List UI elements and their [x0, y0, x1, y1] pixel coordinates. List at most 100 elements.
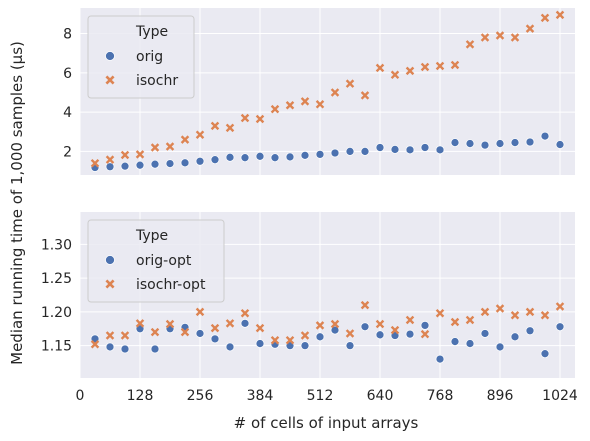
data-point-isochr-opt — [540, 310, 550, 320]
data-point-orig — [300, 151, 310, 160]
legend-box — [87, 15, 195, 99]
data-point-isochr — [135, 150, 145, 159]
data-point-orig-opt — [510, 332, 520, 342]
data-point-isochr — [540, 13, 550, 23]
data-point-orig-opt — [465, 339, 475, 348]
x-tick-label: 512 — [307, 388, 334, 404]
x-tick-label: 384 — [247, 388, 274, 404]
data-point-isochr-opt — [480, 307, 490, 317]
data-point-orig — [150, 159, 160, 169]
y-tick-label: 2 — [63, 144, 72, 160]
data-point-isochr — [420, 62, 430, 72]
data-point-isochr — [405, 66, 415, 76]
data-point-isochr-opt — [105, 331, 115, 340]
data-point-isochr-opt — [525, 307, 535, 317]
data-point-isochr — [525, 24, 535, 33]
data-point-orig — [135, 160, 145, 170]
legend-marker-orig — [105, 51, 115, 61]
data-point-isochr — [150, 143, 160, 152]
legend-box — [87, 219, 225, 303]
data-point-orig-opt — [300, 341, 310, 350]
y-axis-label: Median running time of 1,000 samples (µs… — [8, 41, 26, 365]
data-point-orig — [375, 143, 385, 152]
data-point-orig-opt — [105, 342, 115, 352]
data-point-isochr — [195, 130, 205, 139]
data-point-orig — [330, 148, 340, 158]
data-point-orig — [405, 145, 415, 155]
data-point-orig — [480, 140, 490, 150]
data-point-isochr-opt — [450, 317, 460, 327]
legend-marker-orig-opt — [105, 255, 115, 265]
data-point-isochr-opt — [225, 319, 235, 328]
x-axis-label: # of cells of input arrays — [234, 414, 419, 432]
y-tick-label: 6 — [63, 66, 72, 82]
x-tick-label: 1024 — [542, 388, 578, 404]
legend-label-isochr-opt: isochr-opt — [136, 277, 206, 293]
data-point-orig — [120, 161, 130, 171]
data-point-isochr-opt — [120, 331, 130, 340]
data-point-orig-opt — [450, 337, 460, 346]
data-point-isochr — [120, 150, 130, 160]
data-point-isochr — [330, 88, 340, 97]
data-point-isochr — [180, 135, 190, 144]
data-point-orig — [390, 145, 400, 154]
data-point-isochr-opt — [240, 308, 250, 318]
data-point-orig — [435, 145, 445, 155]
y-tick-label: 1.30 — [41, 237, 72, 253]
data-point-orig — [555, 140, 565, 149]
data-point-orig-opt — [150, 344, 160, 354]
data-point-isochr-opt — [465, 315, 475, 325]
data-point-orig-opt — [240, 318, 250, 328]
data-point-orig — [285, 152, 295, 162]
data-point-isochr-opt — [375, 319, 385, 329]
data-point-isochr-opt — [165, 319, 175, 329]
data-point-isochr-opt — [300, 331, 310, 340]
data-point-isochr — [225, 123, 235, 133]
data-point-orig — [255, 151, 265, 161]
legend-title: Type — [135, 228, 168, 244]
data-point-isochr — [465, 40, 475, 49]
data-point-orig-opt — [435, 354, 445, 364]
data-point-orig — [345, 147, 355, 156]
data-point-orig-opt — [525, 326, 535, 336]
legend-label-orig-opt: orig-opt — [136, 253, 192, 269]
data-point-orig — [270, 153, 280, 163]
data-point-isochr-opt — [270, 335, 280, 345]
y-tick-label: 1.20 — [41, 305, 72, 321]
data-point-isochr-opt — [210, 323, 220, 333]
data-point-orig-opt — [225, 342, 235, 352]
data-point-isochr-opt — [195, 307, 205, 317]
data-point-isochr-opt — [315, 321, 325, 330]
data-point-orig-opt — [210, 334, 220, 344]
data-point-orig-opt — [480, 329, 490, 338]
data-point-isochr — [255, 114, 265, 124]
data-point-isochr — [375, 63, 385, 73]
data-point-isochr — [285, 101, 295, 110]
data-point-orig-opt — [345, 341, 355, 350]
data-point-isochr — [90, 158, 100, 168]
data-point-orig-opt — [120, 344, 130, 354]
x-tick-label: 896 — [487, 388, 514, 404]
data-point-orig — [495, 139, 505, 148]
data-point-isochr — [435, 61, 445, 71]
data-point-orig — [465, 139, 475, 148]
data-point-isochr-opt — [150, 327, 160, 337]
data-point-orig-opt — [555, 322, 565, 332]
data-point-isochr — [510, 33, 520, 42]
legend-marker-isochr — [105, 75, 115, 85]
data-point-isochr — [300, 97, 310, 106]
data-point-isochr-opt — [255, 323, 265, 333]
bottom-panel: 1.15 1.20 1.25 1.30 0 128 256 384 512 640 768 896 10… — [41, 212, 578, 404]
top-panel: 2 4 6 8 Type orig isochr — [63, 8, 575, 175]
data-point-isochr-opt — [285, 335, 295, 345]
x-tick-label: 768 — [427, 388, 454, 404]
data-point-isochr-opt — [435, 308, 445, 318]
data-point-isochr-opt — [135, 319, 145, 328]
data-point-isochr — [345, 79, 355, 88]
data-point-isochr-opt — [420, 329, 430, 339]
x-tick-label: 256 — [187, 388, 214, 404]
data-point-isochr-opt — [345, 329, 355, 338]
x-tick-label: 0 — [76, 388, 85, 404]
data-point-orig-opt — [375, 330, 385, 340]
